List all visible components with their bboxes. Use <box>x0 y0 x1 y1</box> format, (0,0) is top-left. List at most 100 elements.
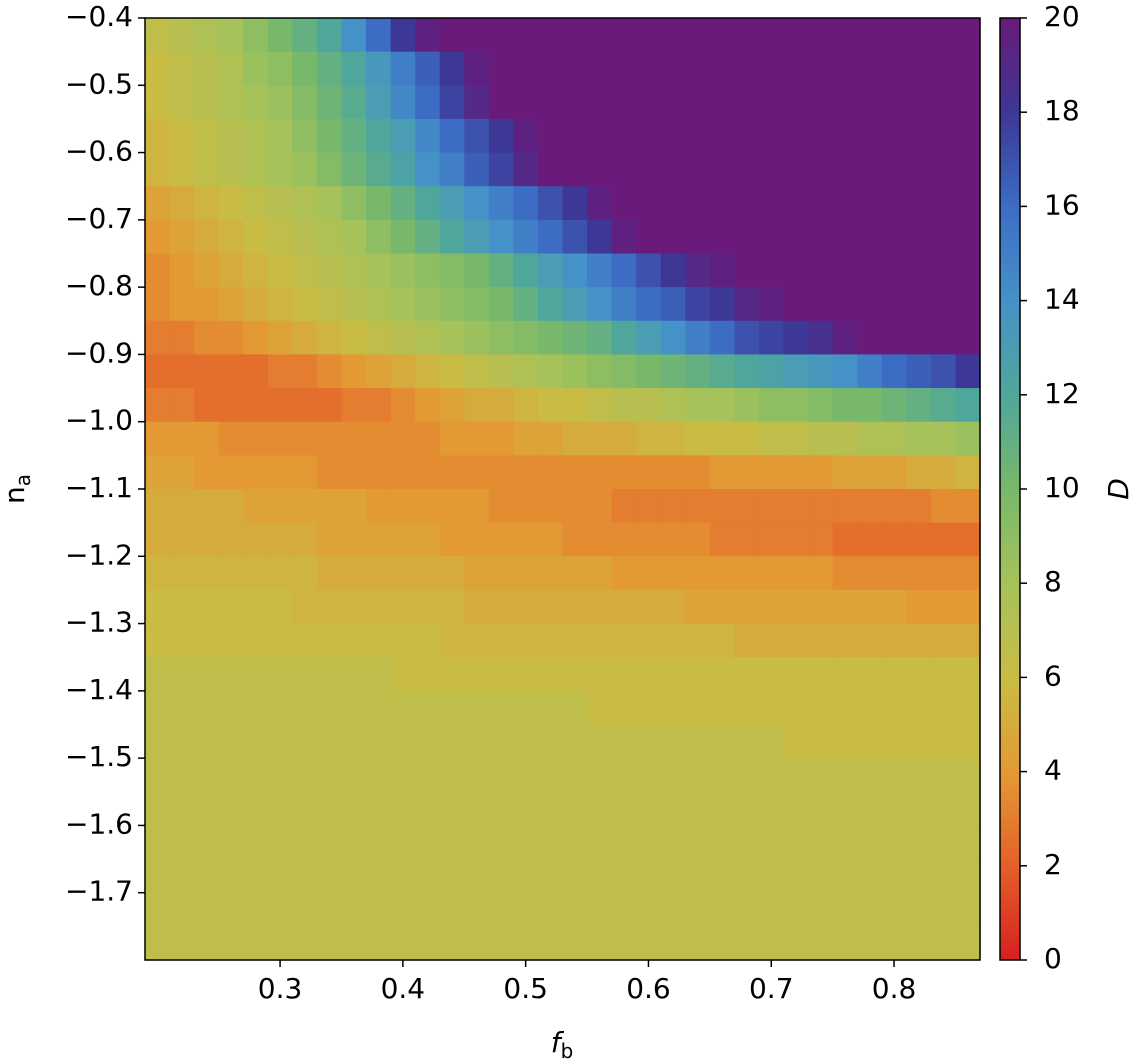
heatmap-cell <box>415 926 441 961</box>
heatmap-cell <box>218 489 244 524</box>
x-tick-label: 0.5 <box>503 972 548 1005</box>
heatmap-cell <box>218 51 244 86</box>
heatmap-cell <box>390 287 416 322</box>
heatmap-cell <box>587 926 613 961</box>
heatmap-cell <box>488 152 514 187</box>
heatmap-cell <box>881 522 907 557</box>
heatmap-cell <box>341 589 367 625</box>
heatmap-cell <box>366 892 392 927</box>
y-tick-label: −1.6 <box>65 807 133 840</box>
heatmap-cell <box>808 791 834 827</box>
heatmap-cell <box>488 892 514 927</box>
heatmap-cell <box>660 623 686 658</box>
heatmap-cell <box>636 690 662 726</box>
heatmap-cell <box>316 388 343 423</box>
heatmap-cell <box>341 556 367 591</box>
heatmap-cell <box>316 724 343 759</box>
heatmap-cell <box>169 589 195 625</box>
heatmap-cell <box>537 589 564 625</box>
heatmap-cell <box>464 489 490 524</box>
y-label-main: n <box>0 486 31 504</box>
heatmap-cell <box>881 892 907 927</box>
heatmap-cell <box>488 51 514 86</box>
heatmap-cell <box>366 287 392 322</box>
heatmap-cell <box>537 388 564 423</box>
heatmap-cell <box>439 186 465 221</box>
heatmap-cell <box>366 51 392 86</box>
heatmap-cell <box>906 758 932 793</box>
heatmap-cell <box>292 791 318 827</box>
heatmap-cell <box>685 253 711 288</box>
heatmap-cell <box>243 791 269 827</box>
heatmap-cell <box>464 287 490 322</box>
heatmap-cell <box>636 758 662 793</box>
heatmap-cell <box>243 825 269 860</box>
heatmap-cell <box>488 825 514 860</box>
heatmap-cell <box>488 690 514 726</box>
heatmap-cell <box>464 219 490 255</box>
heatmap-cell <box>906 892 932 927</box>
heatmap-cell <box>783 219 809 255</box>
heatmap-cell <box>906 791 932 827</box>
heatmap-cell <box>685 657 711 692</box>
heatmap-cell <box>611 354 637 389</box>
heatmap-cell <box>906 118 932 154</box>
heatmap-cell <box>194 253 220 288</box>
heatmap-cell <box>783 118 809 154</box>
heatmap-cell <box>464 556 490 591</box>
heatmap-cell <box>562 825 588 860</box>
heatmap-cell <box>562 522 588 557</box>
heatmap-cell <box>709 85 736 120</box>
heatmap-cell <box>513 354 539 389</box>
heatmap-cell <box>685 51 711 86</box>
heatmap-cell <box>488 253 514 288</box>
heatmap-cell <box>537 455 564 490</box>
heatmap-cell <box>316 690 343 726</box>
heatmap-cells <box>145 18 981 961</box>
heatmap-cell <box>660 589 686 625</box>
heatmap-cell <box>709 589 736 625</box>
heatmap-cell <box>390 657 416 692</box>
heatmap-cell <box>808 118 834 154</box>
heatmap-cell <box>488 623 514 658</box>
heatmap-cell <box>808 589 834 625</box>
heatmap-cell <box>341 253 367 288</box>
heatmap-cell <box>857 623 883 658</box>
heatmap-cell <box>930 657 957 692</box>
heatmap-cell <box>685 455 711 490</box>
heatmap-cell <box>562 388 588 423</box>
heatmap-cell <box>808 758 834 793</box>
heatmap-cell <box>366 118 392 154</box>
heatmap-cell <box>243 522 269 557</box>
heatmap-cell <box>513 825 539 860</box>
heatmap-cell <box>439 859 465 894</box>
heatmap-cell <box>857 455 883 490</box>
heatmap-cell <box>857 253 883 288</box>
heatmap-cell <box>513 388 539 423</box>
heatmap-cell <box>316 556 343 591</box>
heatmap-cell <box>562 859 588 894</box>
heatmap-cell <box>808 724 834 759</box>
heatmap-cell <box>316 892 343 927</box>
heatmap-cell <box>390 320 416 356</box>
heatmap-cell <box>292 556 318 591</box>
heatmap-cell <box>390 354 416 389</box>
heatmap-cell <box>513 421 539 456</box>
colorbar-tick-label: 8 <box>1044 565 1062 598</box>
heatmap-cell <box>316 219 343 255</box>
heatmap-cell <box>464 892 490 927</box>
heatmap-cell <box>906 589 932 625</box>
heatmap-cell <box>660 791 686 827</box>
heatmap-cell <box>464 623 490 658</box>
heatmap-cell <box>709 455 736 490</box>
heatmap-cell <box>218 724 244 759</box>
heatmap-cell <box>267 791 293 827</box>
heatmap-cell <box>832 253 858 288</box>
heatmap-cell <box>390 926 416 961</box>
heatmap-cell <box>930 926 957 961</box>
heatmap-cell <box>488 388 514 423</box>
heatmap-cell <box>660 219 686 255</box>
x-tick-label: 0.7 <box>749 972 794 1005</box>
heatmap-cell <box>243 589 269 625</box>
heatmap-cell <box>218 926 244 961</box>
